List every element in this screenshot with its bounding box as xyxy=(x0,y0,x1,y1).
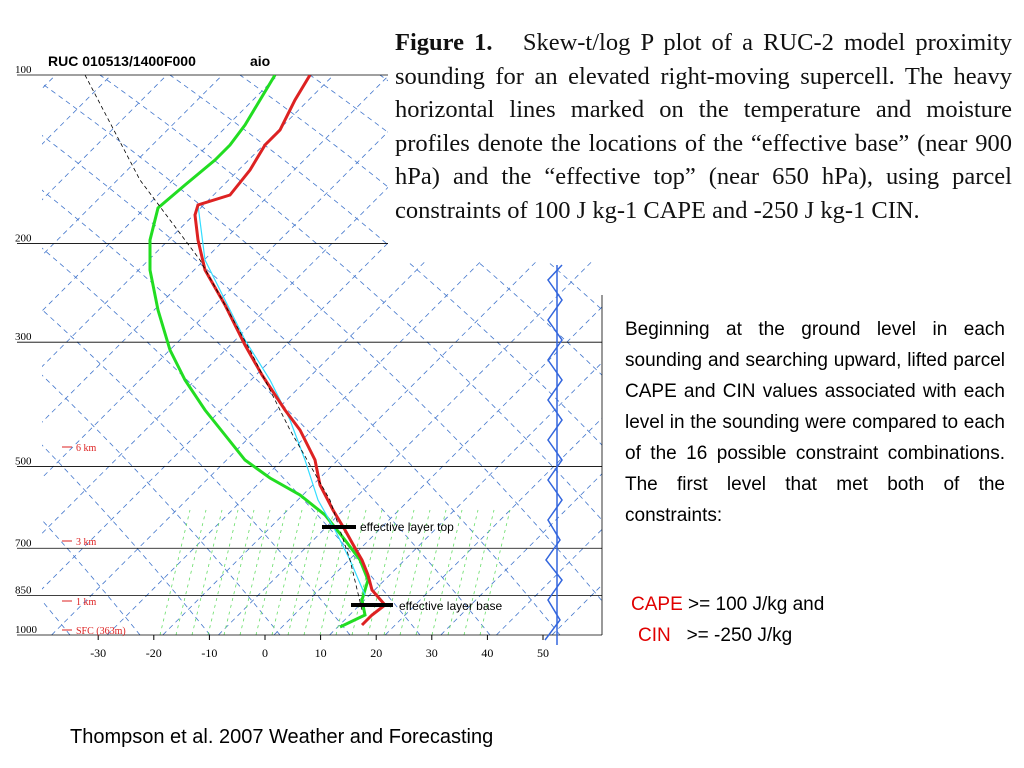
temperature-label: 20 xyxy=(370,646,382,660)
isotherm xyxy=(42,75,223,256)
mixing-ratio xyxy=(159,509,191,635)
diagram-header: RUC 010513/1400F000 xyxy=(48,53,196,69)
height-label: 6 km xyxy=(76,443,97,454)
mixing-ratio xyxy=(287,509,319,635)
dry-adiabat xyxy=(42,600,71,635)
pressure-label: 700 xyxy=(15,537,32,549)
caption-text: Skew-t/log P plot of a RUC-2 model proxi… xyxy=(395,29,1012,224)
constraint-rule: >= -250 J/kg xyxy=(686,625,793,646)
diagram-header-tag: aio xyxy=(250,53,270,69)
body-text: Beginning at the ground level in each so… xyxy=(625,319,1005,526)
height-label: 3 km xyxy=(76,537,97,548)
constraint-rule: >= 100 J/kg and xyxy=(688,594,825,615)
parcel-profile xyxy=(197,204,366,596)
isotherm xyxy=(42,75,56,90)
isotherm xyxy=(42,75,390,423)
isotherm xyxy=(42,75,334,368)
constraint-name: CIN xyxy=(638,625,671,646)
mixing-ratio xyxy=(207,509,239,635)
dewpoint-profile xyxy=(148,75,370,629)
mixing-ratio xyxy=(335,509,367,635)
mixing-ratio xyxy=(191,509,223,635)
height-label: 1 km xyxy=(76,597,97,608)
mixing-ratio xyxy=(175,509,207,635)
pressure-label: 500 xyxy=(15,455,32,467)
isotherm xyxy=(42,75,446,479)
pressure-label: 1000 xyxy=(15,624,38,636)
mixing-ratio xyxy=(415,509,447,635)
mixing-ratio xyxy=(383,509,415,635)
caption-label: Figure 1. xyxy=(395,29,493,56)
temperature-profile xyxy=(193,75,388,627)
dry-adiabat xyxy=(42,519,141,635)
constraint: CIN >= -250 J/kg xyxy=(638,625,792,647)
temperature-label: 0 xyxy=(262,646,268,660)
mixing-ratio xyxy=(479,509,511,635)
effective-top-label: effective layer top xyxy=(360,520,454,534)
temperature-label: -10 xyxy=(201,646,217,660)
temperature-label: 40 xyxy=(481,646,493,660)
pressure-label: 200 xyxy=(15,233,32,245)
mixing-ratio xyxy=(303,509,335,635)
dry-adiabat xyxy=(42,309,351,635)
mixing-ratio xyxy=(447,509,479,635)
mixing-ratio xyxy=(431,509,463,635)
mixing-ratio xyxy=(239,509,271,635)
temperature-label: -30 xyxy=(90,646,106,660)
mixing-ratio xyxy=(223,509,255,635)
height-label: SFC (363m) xyxy=(76,626,126,637)
temperature-label: -20 xyxy=(146,646,162,660)
constraint-name: CAPE xyxy=(631,594,683,615)
mixing-ratio xyxy=(463,509,495,635)
pressure-label: 850 xyxy=(15,584,32,596)
mixing-ratio xyxy=(255,509,287,635)
isotherm xyxy=(42,75,279,312)
mixing-ratio xyxy=(271,509,303,635)
diagram-axes: 100 200 300 500 700 850 1000 -30 -20 -10 0 10 20 30 40… xyxy=(15,64,603,660)
pressure-label: 100 xyxy=(15,64,32,76)
figure-caption: Figure 1. Skew-t/log P plot of a RUC-2 m… xyxy=(388,26,1012,262)
citation: Thompson et al. 2007 Weather and Forecas… xyxy=(70,726,494,748)
constraint: CAPE >= 100 J/kg and xyxy=(631,594,824,616)
isotherm xyxy=(42,75,112,145)
dry-adiabat xyxy=(42,374,281,635)
effective-base-label: effective layer base xyxy=(399,599,502,613)
wind-barbs xyxy=(544,264,563,645)
dry-adiabat xyxy=(42,444,211,635)
temperature-label: 30 xyxy=(426,646,438,660)
temperature-label: 50 xyxy=(537,646,549,660)
temperature-label: 10 xyxy=(315,646,327,660)
mixing-ratio xyxy=(399,509,431,635)
virtual-temperature xyxy=(84,75,363,611)
pressure-label: 300 xyxy=(15,331,32,343)
isotherm xyxy=(42,75,168,201)
